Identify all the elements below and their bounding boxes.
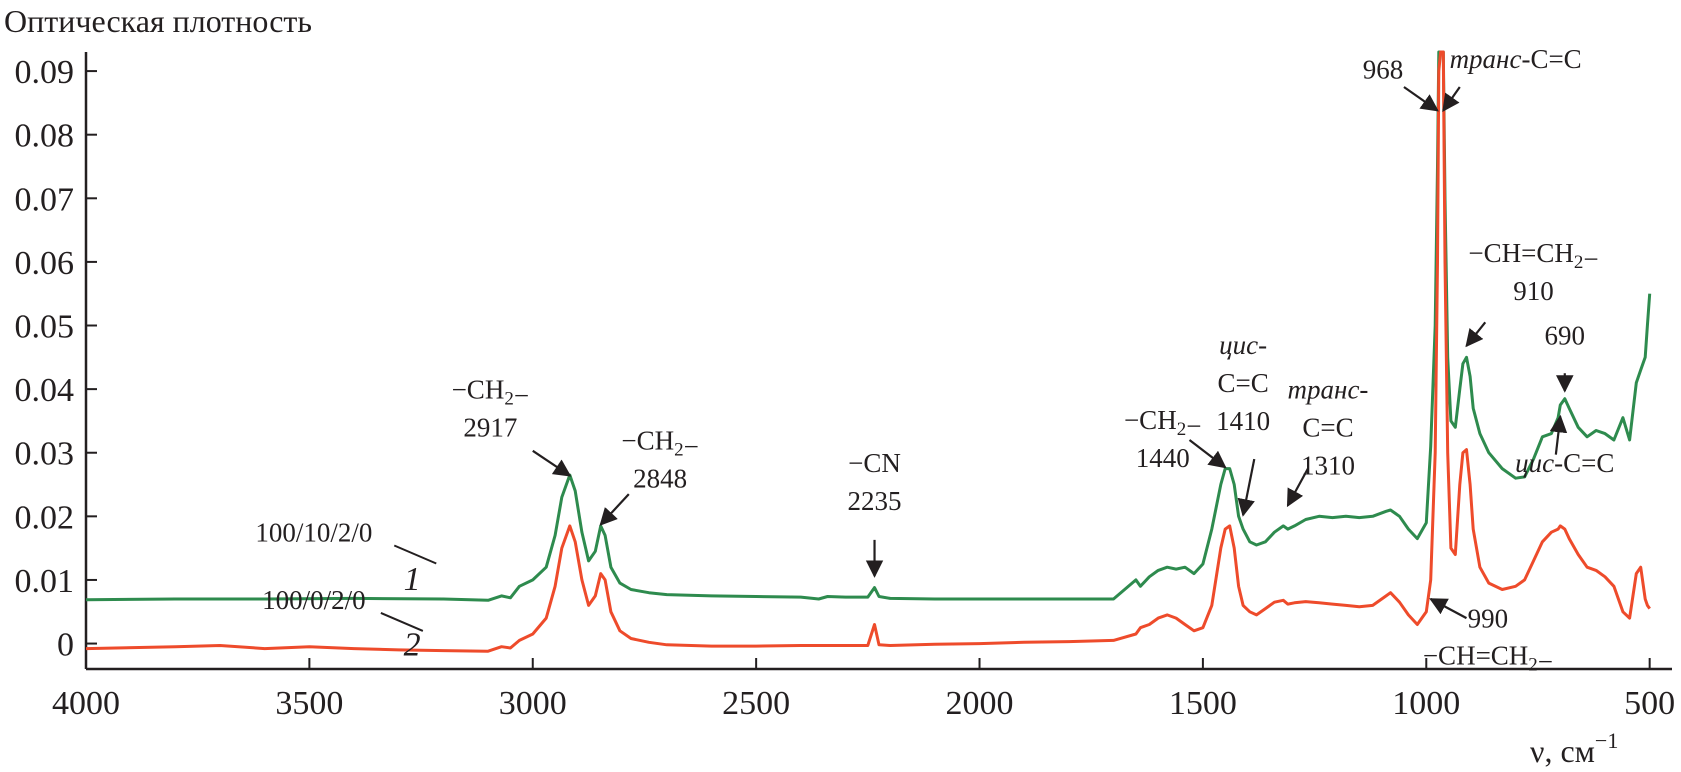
annotation-arrow: [599, 493, 630, 526]
annotation-ch2-1440: −CH2−1440: [1124, 405, 1227, 473]
annotation-vinyl-910: −CH=CH2−910: [1465, 238, 1599, 348]
y-tick-label: 0.03: [15, 436, 75, 473]
annotation-text: 2917: [463, 413, 517, 443]
series-1-sample-label: 100/10/2/0: [255, 518, 372, 548]
x-tick-label: 1500: [1169, 685, 1237, 722]
annotation-cis-1410: цис- C=C 1410: [1216, 330, 1270, 517]
y-tick-label: 0.01: [15, 563, 75, 600]
annotation-text: транс-C=C: [1450, 44, 1582, 74]
annotation-text: 910: [1513, 276, 1554, 306]
annotation-text: транс-: [1288, 375, 1369, 405]
annotation-text: −CH2−: [1124, 405, 1201, 441]
y-tick-label: 0.09: [15, 54, 75, 91]
annotation-text: 1310: [1301, 451, 1355, 481]
axes-layer: 0 0.01 0.02 0.03 0.04 0.05 0.06 0.07 0.08 0.09 400…: [15, 52, 1675, 722]
series-2-sample-label: 100/0/2/0: [262, 585, 366, 615]
annotation-text: C=C: [1302, 413, 1353, 443]
y-tick-label: 0.07: [15, 181, 75, 218]
annotation-arrow: [1549, 414, 1568, 455]
annotation-p690: 690: [1545, 321, 1586, 393]
series-1-leader: [393, 544, 437, 565]
x-tick-label: 2500: [722, 685, 790, 722]
annotations-layer: −CH2−2917 −CH2−2848−CN2235−CH2−1440цис-C=…: [452, 44, 1615, 677]
annotation-arrow: [1286, 468, 1309, 508]
y-axis-title: Оптическая плотность: [4, 3, 312, 39]
annotation-arrow: [1465, 321, 1487, 348]
annotation-text: −CH2−: [621, 426, 698, 462]
annotation-trans-cc: транс-C=C: [1442, 44, 1582, 112]
x-axis-title: ν, см−1: [1530, 728, 1618, 769]
x-tick-label: 3000: [499, 685, 567, 722]
annotation-p990: 990: [1429, 598, 1509, 634]
annotation-text: 690: [1545, 321, 1586, 351]
annotation-ch2-2917: −CH2−2917: [452, 375, 572, 477]
annotation-text: −CH=CH2−: [1468, 238, 1598, 274]
series-2-line: [85, 50, 1651, 653]
x-tick-label: 2000: [946, 685, 1014, 722]
annotation-text: 990: [1468, 604, 1509, 634]
annotation-arrow: [1442, 86, 1461, 112]
x-axis-title-exponent: −1: [1595, 728, 1618, 753]
annotation-text: цис-C=C: [1515, 448, 1614, 478]
annotation-arrow: [1429, 598, 1468, 620]
annotation-text: 2235: [848, 486, 902, 516]
series-2-number: 2: [404, 626, 421, 663]
annotation-text: −CH=CH2−: [1423, 641, 1553, 677]
annotation-cn-2235: −CN 2235: [848, 448, 902, 578]
x-tick-label: 1000: [1392, 685, 1460, 722]
y-tick-label: 0.08: [15, 118, 75, 155]
annotation-text: 968: [1363, 55, 1404, 85]
series-layer: 100/10/2/0 1 100/0/2/0 2: [85, 50, 1652, 663]
y-tick-label: 0.05: [15, 309, 75, 346]
series-2-leader: [380, 612, 424, 632]
annotation-p968: 968: [1363, 55, 1439, 112]
annotation-cis-cc: цис-C=C: [1515, 414, 1614, 478]
series-1-number: 1: [404, 561, 421, 598]
annotation-text: −CH2−: [452, 375, 529, 411]
y-tick-label: 0.06: [15, 245, 75, 282]
annotation-arrow: [532, 449, 572, 477]
annotation-text: 2848: [633, 464, 687, 494]
x-axis-title-main: ν, см: [1530, 733, 1595, 769]
annotation-arrow: [1403, 86, 1439, 112]
y-tick-label: 0: [57, 627, 74, 664]
annotation-vinyl-990: −CH=CH2−: [1423, 641, 1553, 677]
annotation-ch2-2848: −CH2−2848: [599, 426, 699, 526]
y-tick-label: 0.02: [15, 499, 75, 536]
annotation-trans-1310: транс- C=C 1310: [1286, 375, 1369, 508]
series-1-line: [85, 50, 1652, 602]
y-tick-label: 0.04: [15, 372, 75, 409]
x-tick-label: 3500: [275, 685, 343, 722]
annotation-arrow: [1237, 458, 1256, 517]
annotation-text: 1410: [1216, 406, 1270, 436]
x-tick-label: 4000: [52, 685, 120, 722]
annotation-text: −CN: [848, 448, 901, 478]
annotation-text: C=C: [1217, 368, 1268, 398]
annotation-arrow: [1188, 439, 1227, 469]
x-tick-label: 500: [1624, 685, 1675, 722]
annotation-text: цис-: [1219, 330, 1267, 360]
annotation-text: 1440: [1136, 443, 1190, 473]
